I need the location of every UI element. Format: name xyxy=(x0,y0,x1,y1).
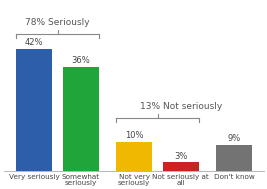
Bar xyxy=(16,49,52,171)
Bar xyxy=(116,142,152,171)
Text: 3%: 3% xyxy=(174,152,187,160)
Bar xyxy=(163,162,199,171)
Text: 13% Not seriously: 13% Not seriously xyxy=(140,102,222,111)
Text: 42%: 42% xyxy=(25,38,44,47)
Text: 10%: 10% xyxy=(125,131,144,140)
Bar xyxy=(216,145,252,171)
Text: 78% Seriously: 78% Seriously xyxy=(25,18,90,27)
Text: 9%: 9% xyxy=(228,134,241,143)
Text: 36%: 36% xyxy=(71,56,90,65)
Bar xyxy=(63,67,99,171)
